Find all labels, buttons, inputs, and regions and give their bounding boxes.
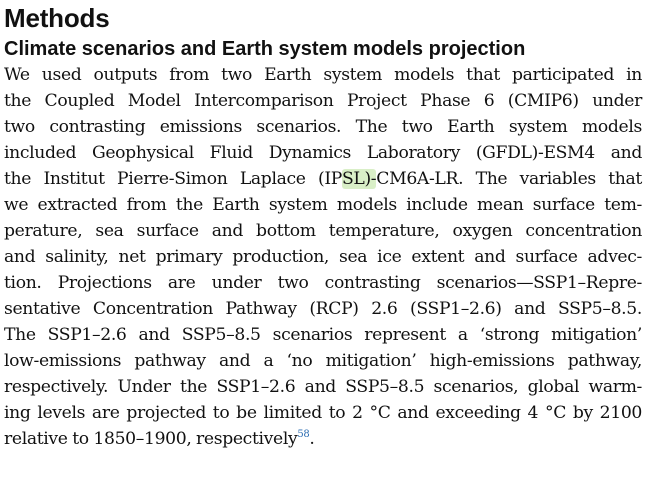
paragraph-line: included Geophysical Fluid Dynamics Labo…: [4, 143, 642, 163]
paragraph-line: sentative Concentration Pathway (RCP) 2.…: [4, 299, 642, 319]
paragraph: We used outputs from two Earth system mo…: [4, 62, 648, 452]
paragraph-line-highlighted: the Institut Pierre-Simon Laplace (IPSL)…: [4, 166, 642, 192]
document: Methods Climate scenarios and Earth syst…: [4, 0, 648, 452]
line-text: the Institut Pierre-Simon Laplace (IP: [4, 169, 342, 189]
subsection-title: Climate scenarios and Earth system model…: [4, 38, 526, 60]
paragraph-line: we extracted from the Earth system model…: [4, 195, 642, 215]
paragraph-line: relative to 1850–1900, respectively58.: [4, 426, 642, 452]
text-highlight[interactable]: SL)-: [341, 169, 377, 189]
paragraph-line: We used outputs from two Earth system mo…: [4, 65, 642, 85]
section-title: Methods: [4, 3, 110, 33]
paragraph-line: the Coupled Model Intercomparison Projec…: [4, 91, 642, 111]
paragraph-line: perature, sea surface and bottom tempera…: [4, 221, 642, 241]
paragraph-line: ing levels are projected to be limited t…: [4, 403, 642, 423]
line-text: relative to 1850–1900, respectively: [4, 429, 298, 449]
line-text: CM6A-LR. The variables that: [376, 169, 642, 189]
citation-link[interactable]: 58: [297, 429, 310, 440]
paragraph-line: The SSP1–2.6 and SSP5–8.5 scenarios repr…: [4, 325, 642, 345]
paragraph-line: low-emissions pathway and a ‘no mitigati…: [4, 351, 642, 371]
line-text: .: [309, 429, 315, 449]
paragraph-line: and salinity, net primary production, se…: [4, 247, 642, 267]
paragraph-line: respectively. Under the SSP1–2.6 and SSP…: [4, 377, 642, 397]
paragraph-line: tion. Projections are under two contrast…: [4, 273, 642, 293]
paragraph-line: two contrasting emissions scenarios. The…: [4, 117, 642, 137]
